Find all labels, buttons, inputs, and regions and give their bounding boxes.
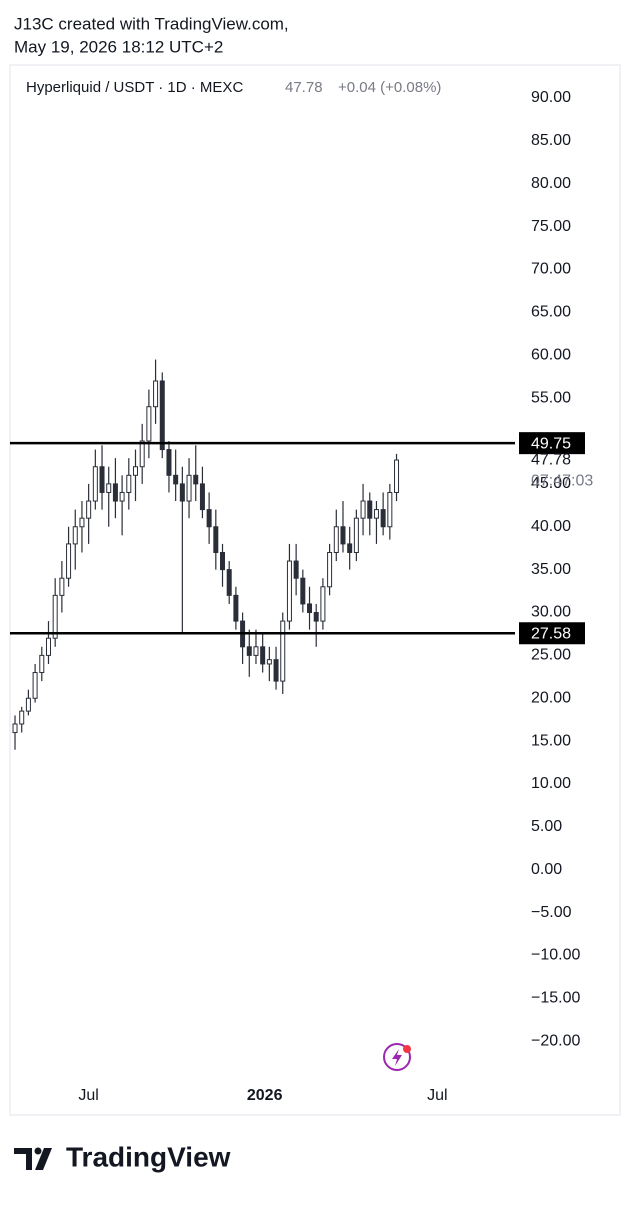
brand-logo	[14, 1147, 52, 1170]
candle-body	[153, 380, 159, 408]
y-tick-label: 80.00	[531, 175, 571, 192]
legend-price: 47.78	[285, 79, 323, 96]
candle-body	[320, 586, 326, 622]
y-tick-label: 40.00	[531, 518, 571, 535]
candle-body	[347, 543, 353, 553]
y-tick-label: 30.00	[531, 604, 571, 621]
y-tick-label: 90.00	[531, 89, 571, 106]
candle-body	[246, 646, 252, 656]
candle-body	[199, 483, 205, 511]
y-tick-label: 35.00	[531, 561, 571, 578]
candle-body	[300, 577, 306, 605]
candle-body	[313, 612, 319, 622]
y-tick-label: 45.00	[531, 475, 571, 492]
y-tick-label: 15.00	[531, 732, 571, 749]
candle-body	[139, 440, 145, 468]
candle-body	[32, 672, 38, 699]
candle-body	[273, 659, 279, 682]
candle-body	[193, 474, 199, 485]
candle-body	[360, 500, 366, 519]
candle-body	[119, 491, 125, 502]
candle-body	[186, 474, 192, 502]
candle-body	[112, 483, 118, 502]
candle-body	[226, 569, 232, 596]
brand: TradingView	[66, 1141, 231, 1172]
header-line: J13C created with TradingView.com,	[14, 14, 289, 33]
candle-body	[327, 551, 333, 588]
candle-body	[52, 594, 58, 639]
candle-body	[86, 500, 92, 519]
candle-body	[220, 551, 226, 571]
candle-body	[286, 560, 292, 622]
candle-body	[99, 466, 105, 493]
level-tag-label: 49.75	[531, 435, 571, 452]
candle-body	[307, 603, 313, 614]
candle-body	[260, 646, 266, 665]
candle-body	[387, 491, 393, 528]
y-tick-label: 0.00	[531, 861, 562, 878]
countdown: 07:47:03	[531, 472, 593, 489]
candle-body	[173, 474, 179, 485]
candle-body	[166, 449, 172, 476]
candle-body	[233, 594, 239, 622]
candle-body	[380, 509, 386, 528]
y-tick-label: −20.00	[531, 1032, 580, 1049]
candle-body	[266, 659, 272, 665]
y-tick-label: 75.00	[531, 218, 571, 235]
candle-body	[72, 526, 78, 545]
level-tag	[519, 432, 585, 455]
y-tick-label: 60.00	[531, 346, 571, 363]
candle-body	[66, 543, 72, 579]
candle-body	[367, 500, 373, 519]
level-tag-label: 27.58	[531, 625, 571, 642]
candle-body	[206, 509, 212, 528]
y-tick-label: 65.00	[531, 304, 571, 321]
y-tick-label: 10.00	[531, 775, 571, 792]
candle-body	[79, 517, 85, 528]
header-line: May 19, 2026 18:12 UTC+2	[14, 37, 223, 56]
candle-body	[293, 560, 299, 579]
candle-body	[132, 466, 138, 476]
candle-body	[59, 577, 65, 596]
level-tag	[519, 622, 585, 645]
candle-body	[106, 483, 112, 493]
candle-body	[280, 620, 286, 682]
candle-body	[39, 654, 45, 674]
x-tick-label: 2026	[247, 1087, 283, 1104]
candle-body	[253, 646, 259, 656]
y-tick-label: −15.00	[531, 990, 580, 1007]
candle-body	[394, 459, 400, 493]
candle-body	[333, 526, 339, 553]
chart-frame	[9, 64, 621, 1116]
candle-body	[25, 697, 31, 712]
y-tick-label: −5.00	[531, 904, 572, 921]
y-tick-label: 5.00	[531, 818, 562, 835]
candle-body	[213, 526, 219, 553]
candle-body	[45, 637, 51, 656]
candle-body	[126, 474, 132, 493]
candle-body	[159, 380, 165, 451]
y-tick-label: −10.00	[531, 947, 580, 964]
symbol: Hyperliquid / USDT · 1D · MEXC	[26, 79, 243, 96]
candle-body	[353, 517, 359, 553]
y-tick-label: 20.00	[531, 689, 571, 706]
y-tick-label: 85.00	[531, 132, 571, 149]
last-price: 47.78	[531, 451, 571, 468]
candle-body	[179, 483, 185, 502]
legend-change: +0.04 (+0.08%)	[338, 79, 441, 96]
y-tick-label: 55.00	[531, 389, 571, 406]
candle-body	[92, 466, 98, 502]
alert-icon[interactable]	[383, 1043, 411, 1071]
y-tick-label: 70.00	[531, 261, 571, 278]
y-tick-label: 25.00	[531, 647, 571, 664]
candle-body	[373, 509, 379, 519]
candle-body	[12, 723, 18, 734]
x-tick-label: Jul	[78, 1087, 98, 1104]
candle-body	[146, 406, 152, 442]
candle-body	[19, 710, 25, 725]
x-tick-label: Jul	[427, 1087, 447, 1104]
candle-body	[340, 526, 346, 545]
